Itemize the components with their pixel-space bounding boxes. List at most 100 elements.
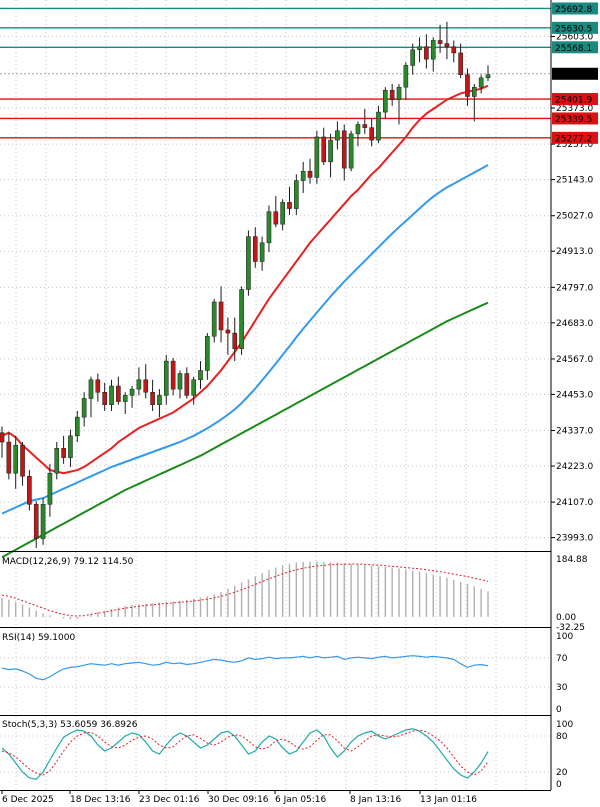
candle: [20, 442, 25, 486]
candle: [27, 470, 32, 511]
candle: [6, 432, 12, 480]
stoch-tick-label: 0: [556, 780, 562, 790]
rsi-label: RSI(14) 59.1000: [2, 633, 75, 643]
candle: [451, 40, 457, 63]
candle: [232, 317, 238, 362]
candle: [266, 205, 272, 253]
stoch-pane[interactable]: [1, 728, 489, 780]
ma-blue-line: [1, 164, 489, 515]
level-label: 25339.5: [555, 115, 592, 125]
level-label: 25692.8: [555, 5, 592, 15]
macd-pane[interactable]: [1, 561, 489, 620]
candle: [246, 230, 251, 296]
price-tick-label: 24913.0: [556, 247, 593, 257]
candle: [280, 199, 285, 231]
candle: [81, 392, 87, 427]
candle: [314, 130, 320, 184]
candle: [184, 367, 190, 399]
level-label: 25401.9: [555, 96, 592, 106]
candle: [239, 286, 244, 355]
price-tick-label: 24223.0: [556, 462, 593, 472]
candle: [211, 298, 217, 343]
price-tick-label: 25373.0: [556, 104, 593, 114]
candle: [129, 386, 135, 408]
candle: [348, 130, 354, 172]
x-tick-label: 30 Dec 09:16: [208, 795, 269, 805]
candle: [198, 361, 203, 390]
level-badge: [552, 93, 598, 106]
candle: [321, 127, 327, 165]
ma-red-line: [1, 84, 489, 475]
candle: [33, 501, 39, 548]
level-badge: [552, 131, 598, 144]
candle: [287, 186, 292, 215]
candle: [191, 376, 196, 405]
candle: [458, 43, 463, 78]
candle: [485, 65, 491, 81]
x-tick-label: 6 Jan 05:16: [275, 795, 327, 805]
candle: [430, 37, 436, 72]
x-tick-label: 13 Jan 01:16: [420, 795, 477, 805]
level-label: 25568.1: [555, 44, 592, 54]
candle: [61, 435, 66, 464]
candle: [328, 133, 333, 178]
candle: [410, 43, 416, 75]
candle: [13, 435, 18, 489]
level-badge: [552, 21, 598, 34]
candle: [170, 357, 176, 396]
stoch-tick-label: 100: [556, 720, 573, 730]
rsi-tick-label: 100: [556, 632, 573, 642]
candle: [54, 442, 60, 480]
candle: [300, 161, 306, 194]
candle: [40, 498, 46, 545]
candle: [294, 174, 299, 215]
candle: [47, 463, 53, 517]
candle: [369, 118, 374, 147]
level-badge: [552, 112, 598, 125]
candle: [259, 236, 265, 271]
candle: [252, 227, 258, 268]
candle: [0, 426, 5, 458]
candle: [389, 84, 395, 106]
candle: [143, 364, 149, 399]
candle: [225, 317, 231, 355]
candle: [205, 333, 210, 380]
current-price-badge: [552, 67, 598, 80]
candle: [355, 121, 361, 147]
candle: [218, 286, 224, 343]
ma-green-line: [1, 301, 489, 559]
candle: [102, 382, 107, 411]
macd-tick-label: -32.25: [556, 623, 585, 633]
macd-signal-line: [1, 563, 489, 617]
price-tick-label: 25257.0: [556, 140, 593, 150]
candle: [136, 367, 142, 396]
candle: [362, 108, 368, 134]
candle: [116, 376, 121, 405]
candle: [383, 87, 388, 119]
candle: [109, 379, 114, 411]
price-tick-label: 24683.0: [556, 319, 593, 329]
macd-tick-label: 184.88: [556, 555, 588, 565]
x-tick-label: 8 Jan 13:16: [350, 795, 402, 805]
price-tick-label: 25143.0: [556, 176, 593, 186]
level-badge: [552, 2, 598, 15]
price-tick-label: 23993.0: [556, 534, 593, 544]
candle: [444, 21, 450, 60]
stoch-k-line: [1, 728, 489, 780]
candle: [341, 124, 347, 181]
candle: [157, 389, 162, 418]
candle: [122, 392, 128, 415]
candle: [335, 121, 340, 150]
rsi-pane[interactable]: [1, 655, 489, 681]
price-tick-label: 25027.0: [556, 212, 593, 222]
price-pane[interactable]: [0, 7, 551, 559]
current-price-label: 25483.0: [555, 70, 592, 80]
stoch-label: Stoch(5,3,3) 53.6059 36.8926: [2, 720, 138, 730]
stoch-tick-label: 20: [556, 768, 568, 778]
price-tick-label: 24107.0: [556, 498, 593, 508]
candle: [95, 373, 101, 402]
candle: [273, 196, 279, 228]
candle: [472, 84, 477, 122]
candle: [150, 379, 155, 411]
